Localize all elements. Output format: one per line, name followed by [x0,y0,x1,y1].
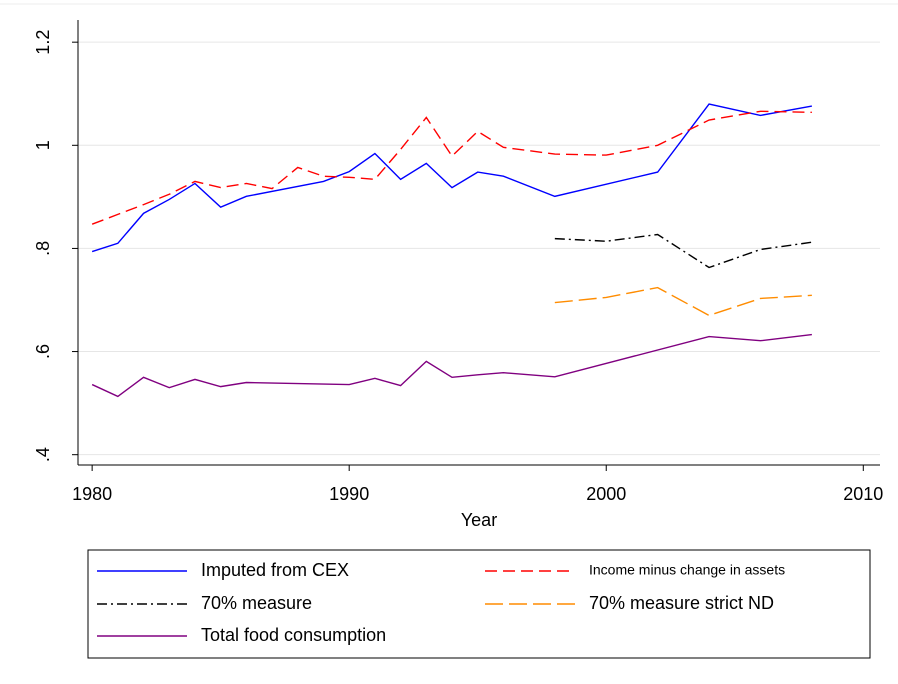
x-tick-label: 2000 [586,484,626,504]
y-tick-label: 1.2 [33,30,53,55]
y-tick-label: 1 [33,140,53,150]
series-line [554,286,812,317]
legend-label: Income minus change in assets [589,562,785,578]
legend-box [87,549,871,659]
legend-label: Total food consumption [201,625,386,645]
series-line [554,233,812,269]
series-line [91,103,813,253]
legend-label: 70% measure [201,593,312,613]
x-tick-label: 1990 [329,484,369,504]
legend-label: 70% measure strict ND [589,593,774,613]
y-tick-label: .4 [33,447,53,462]
x-tick-label: 1980 [72,484,112,504]
legend-label: Imputed from CEX [201,560,349,580]
y-tick-label: .6 [33,344,53,359]
series-line [91,110,812,225]
x-axis-title: Year [461,510,497,530]
y-tick-label: .8 [33,241,53,256]
x-tick-label: 2010 [843,484,883,504]
series-line [91,333,812,398]
